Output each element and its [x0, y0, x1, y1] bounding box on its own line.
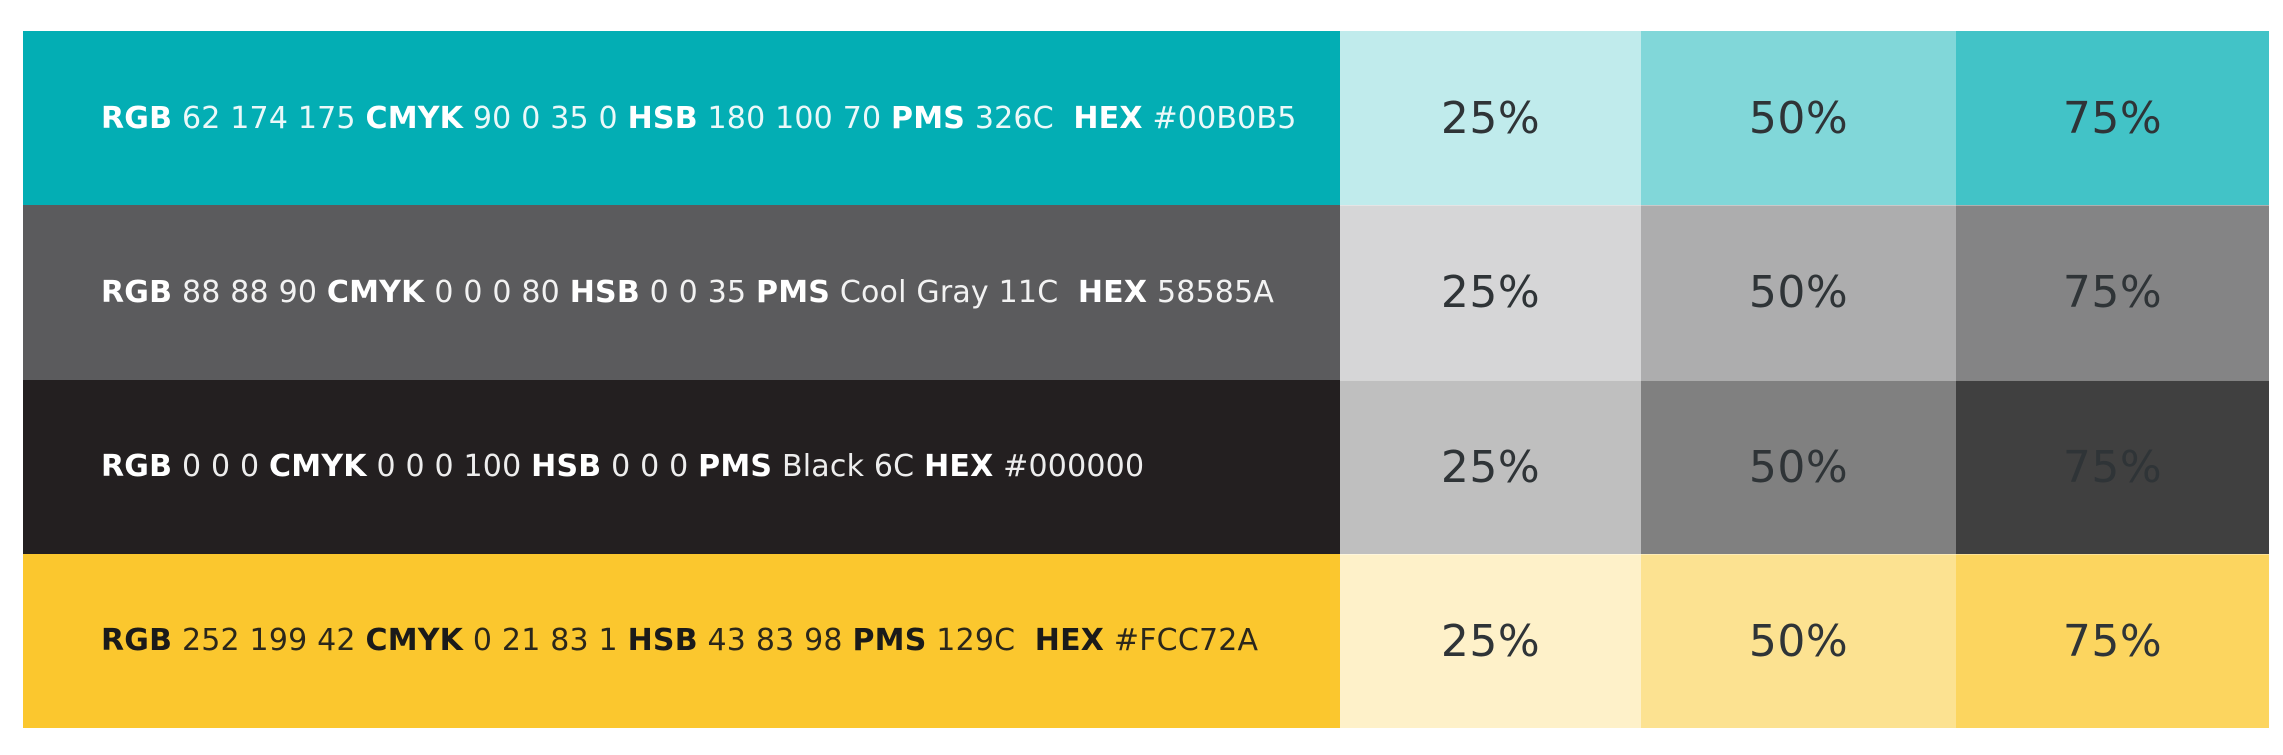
spec-value: 252 199 42: [181, 623, 356, 659]
spec-value: 90 0 35 0: [472, 100, 618, 136]
spec-value: 0 0 0 80: [434, 274, 560, 310]
spec-key: RGB: [101, 100, 173, 136]
swatch-spec-teal: RGB 62 174 175 CMYK 90 0 35 0 HSB 180 10…: [23, 31, 1340, 206]
spec-key: CMYK: [365, 100, 464, 136]
tint-50-teal: 50%: [1641, 31, 1956, 206]
swatch-row-yellow: RGB 252 199 42 CMYK 0 21 83 1 HSB 43 83 …: [23, 553, 2269, 728]
spec-value: Cool Gray 11C: [839, 274, 1059, 310]
swatch-spec-black: RGB 0 0 0 CMYK 0 0 0 100 HSB 0 0 0 PMS B…: [23, 379, 1340, 554]
spec-key: RGB: [101, 449, 173, 485]
tint-75-teal: 75%: [1956, 31, 2269, 206]
spec-value: 43 83 98: [707, 623, 843, 659]
spec-value: 88 88 90: [181, 274, 318, 310]
spec-key: HSB: [627, 100, 698, 136]
spec-value: 0 0 0: [181, 449, 260, 485]
tint-25-yellow: 25%: [1340, 553, 1641, 728]
tint-25-black: 25%: [1340, 379, 1641, 554]
tint-75-black: 75%: [1956, 379, 2269, 554]
spec-key: CMYK: [269, 449, 367, 485]
spec-key: CMYK: [365, 623, 464, 659]
spec-key: RGB: [101, 274, 173, 310]
spec-key: CMYK: [326, 274, 425, 310]
spec-key: HSB: [569, 274, 640, 310]
swatch-spec-gray: RGB 88 88 90 CMYK 0 0 0 80 HSB 0 0 35 PM…: [23, 205, 1340, 380]
tint-50-yellow: 50%: [1641, 553, 1956, 728]
spec-key: PMS: [852, 623, 927, 659]
spec-value: #FCC72A: [1113, 623, 1259, 659]
spec-value: 180 100 70: [707, 100, 882, 136]
spec-key: HEX: [1073, 100, 1143, 136]
spec-key: PMS: [698, 449, 773, 485]
spec-key: PMS: [756, 274, 831, 310]
swatch-row-teal: RGB 62 174 175 CMYK 90 0 35 0 HSB 180 10…: [23, 31, 2269, 206]
spec-key: HSB: [627, 623, 698, 659]
tint-50-black: 50%: [1641, 379, 1956, 554]
spec-key: HEX: [924, 449, 994, 485]
tint-25-gray: 25%: [1340, 205, 1641, 380]
swatch-row-gray: RGB 88 88 90 CMYK 0 0 0 80 HSB 0 0 35 PM…: [23, 205, 2269, 380]
color-palette-table: RGB 62 174 175 CMYK 90 0 35 0 HSB 180 10…: [23, 31, 2269, 728]
spec-value: 326C: [974, 100, 1054, 136]
tint-25-teal: 25%: [1340, 31, 1641, 206]
spec-key: HEX: [1034, 623, 1105, 659]
spec-key: RGB: [101, 623, 173, 659]
spec-value: 0 0 35: [649, 274, 747, 310]
tint-50-gray: 50%: [1641, 205, 1956, 380]
tint-75-yellow: 75%: [1956, 553, 2269, 728]
swatch-spec-yellow: RGB 252 199 42 CMYK 0 21 83 1 HSB 43 83 …: [23, 553, 1340, 728]
spec-value: 0 0 0 100: [376, 449, 522, 485]
spec-key: PMS: [891, 100, 966, 136]
spec-value: #00B0B5: [1152, 100, 1297, 136]
spec-value: #000000: [1003, 449, 1145, 485]
spec-value: 0 21 83 1: [472, 623, 618, 659]
spec-value: 129C: [936, 623, 1016, 659]
spec-value: 0 0 0: [611, 449, 689, 485]
tint-75-gray: 75%: [1956, 205, 2269, 380]
swatch-row-black: RGB 0 0 0 CMYK 0 0 0 100 HSB 0 0 0 PMS B…: [23, 379, 2269, 554]
spec-value: 62 174 175: [181, 100, 356, 136]
spec-value: 58585A: [1156, 274, 1275, 310]
spec-value: Black 6C: [781, 449, 915, 485]
spec-key: HEX: [1077, 274, 1148, 310]
spec-key: HSB: [531, 449, 602, 485]
